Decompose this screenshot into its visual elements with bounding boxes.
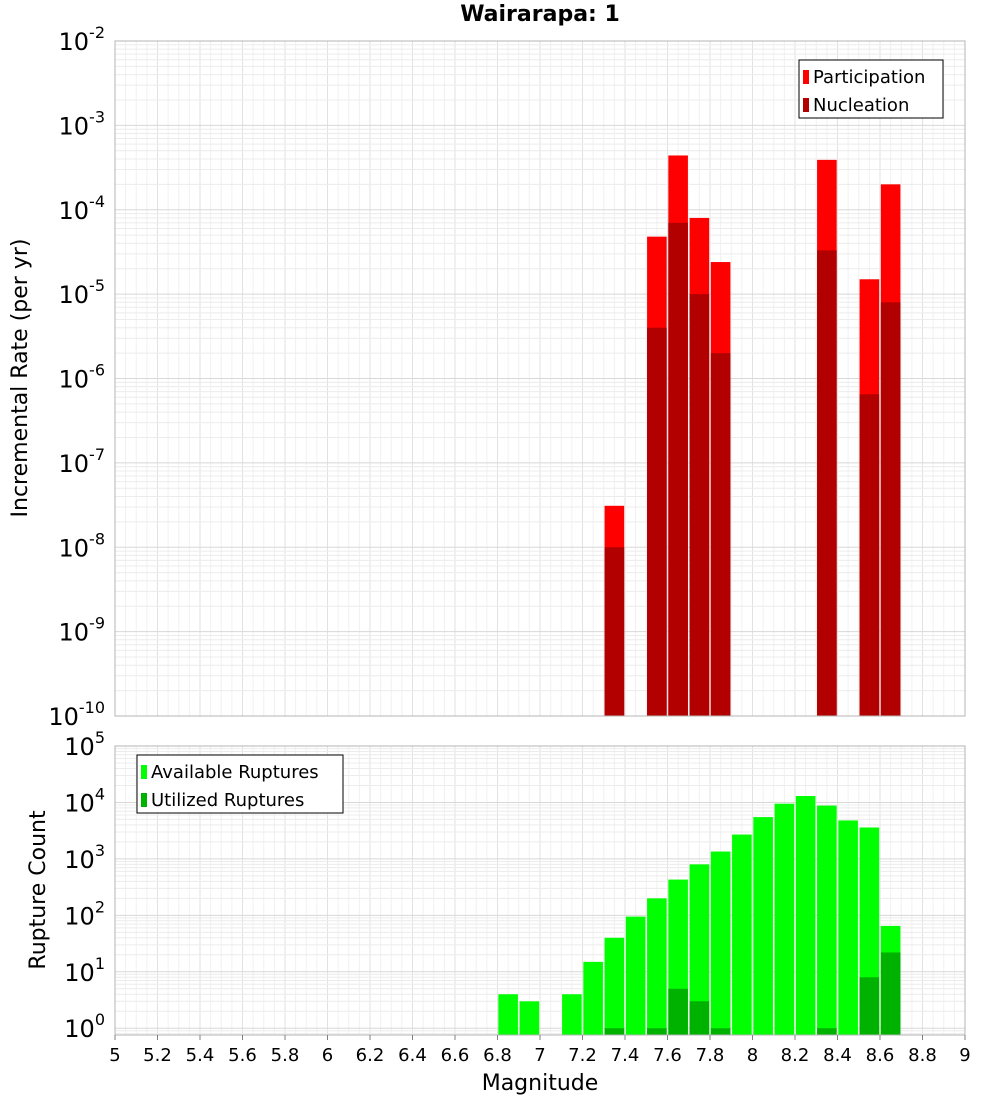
- legend-box: [798, 59, 944, 119]
- legend-item-label: Nucleation: [813, 95, 909, 116]
- x-tick-label: 8.4: [823, 1045, 852, 1066]
- x-tick-label: 8.8: [908, 1045, 937, 1066]
- x-tick-label: 7.8: [696, 1045, 725, 1066]
- x-tick-label: 7: [534, 1045, 545, 1066]
- x-tick-label: 5.2: [143, 1045, 172, 1066]
- bar-nucleation: [710, 353, 731, 716]
- x-tick-label: 7.4: [611, 1045, 640, 1066]
- bar-available-ruptures: [604, 937, 625, 1035]
- x-tick-label: 7.6: [653, 1045, 682, 1066]
- bar-utilized-ruptures: [817, 1028, 837, 1035]
- bar-available-ruptures: [583, 961, 603, 1035]
- y-tick-label: 103: [64, 841, 105, 874]
- x-tick-label: 8.6: [866, 1045, 895, 1066]
- legend-swatch: [803, 70, 809, 84]
- bar-available-ruptures: [817, 805, 837, 1035]
- x-tick-label: 6.8: [483, 1045, 512, 1066]
- bar-available-ruptures: [710, 851, 731, 1035]
- y-tick-label: 10-6: [59, 361, 106, 394]
- bar-available-ruptures: [838, 820, 858, 1035]
- x-tick-label: 7.2: [568, 1045, 597, 1066]
- legend-item-label: Available Ruptures: [151, 762, 319, 783]
- y-tick-label: 104: [64, 784, 105, 817]
- y-tick-label: 101: [64, 954, 105, 987]
- bar-available-ruptures: [647, 898, 667, 1035]
- legend-box: [136, 754, 344, 814]
- bar-nucleation: [817, 250, 837, 717]
- x-tick-label: 5.4: [186, 1045, 215, 1066]
- bar-available-ruptures: [795, 796, 816, 1035]
- bar-utilized-ruptures: [668, 988, 688, 1035]
- bar-utilized-ruptures: [710, 1028, 731, 1035]
- bar-available-ruptures: [753, 817, 773, 1035]
- y-tick-label: 100: [64, 1010, 105, 1043]
- bar-available-ruptures: [498, 994, 518, 1035]
- bar-nucleation: [880, 302, 901, 716]
- bar-utilized-ruptures: [647, 1028, 667, 1035]
- x-tick-label: 5.8: [271, 1045, 300, 1066]
- legend-item-label: Utilized Ruptures: [151, 790, 304, 811]
- plot-border: [114, 40, 966, 717]
- bar-nucleation: [859, 394, 880, 716]
- y-tick-label: 102: [64, 897, 105, 930]
- x-tick-label: 6.2: [356, 1045, 385, 1066]
- y-tick-label: 10-2: [59, 23, 106, 56]
- y-tick-label: 10-4: [59, 192, 106, 225]
- bar-nucleation: [604, 547, 625, 716]
- x-tick-label: 5.6: [228, 1045, 257, 1066]
- y-tick-label: 10-3: [59, 107, 106, 140]
- legend-swatch: [141, 793, 147, 807]
- x-tick-label: 6: [322, 1045, 333, 1066]
- x-tick-label: 6.6: [441, 1045, 470, 1066]
- bar-utilized-ruptures: [859, 977, 880, 1035]
- x-tick-label: 6.4: [398, 1045, 427, 1066]
- bar-utilized-ruptures: [604, 1028, 625, 1035]
- x-axis-label: Magnitude: [482, 1071, 599, 1096]
- y-tick-label: 10-8: [59, 529, 106, 562]
- bar-available-ruptures: [689, 864, 710, 1035]
- legend-item-label: Participation: [813, 67, 925, 88]
- top-y-axis-label: Incremental Rate (per yr): [8, 239, 33, 518]
- bar-nucleation: [689, 294, 710, 716]
- bar-available-ruptures: [774, 803, 795, 1035]
- bar-nucleation: [647, 327, 667, 716]
- bar-nucleation: [668, 222, 688, 716]
- bottom-y-axis-label: Rupture Count: [26, 810, 51, 970]
- y-tick-label: 105: [64, 728, 105, 761]
- x-tick-label: 5: [109, 1045, 120, 1066]
- y-tick-label: 10-7: [59, 445, 106, 478]
- bar-available-ruptures: [625, 916, 646, 1035]
- y-tick-label: 10-10: [48, 698, 105, 731]
- y-tick-label: 10-5: [59, 276, 106, 309]
- legend-swatch: [803, 98, 809, 112]
- x-tick-label: 8.2: [781, 1045, 810, 1066]
- y-tick-label: 10-9: [59, 614, 106, 647]
- x-tick-label: 8: [747, 1045, 758, 1066]
- bar-available-ruptures: [562, 994, 582, 1035]
- top-plot-area: 10-10 10-9 10-8 10-7 10-6 10-5 10-4 10-3 10-2 Par…: [48, 23, 966, 731]
- bar-utilized-ruptures: [880, 952, 901, 1035]
- bar-available-ruptures: [519, 1001, 540, 1035]
- bottom-plot-area: 100 101 102 103 104 105 Available Ruptures Util…: [64, 728, 970, 1066]
- bar-utilized-ruptures: [689, 1001, 710, 1035]
- x-tick-label: 9: [959, 1045, 970, 1066]
- chart-title: Wairarapa: 1: [460, 2, 620, 27]
- legend-swatch: [141, 765, 147, 779]
- bar-available-ruptures: [732, 834, 752, 1035]
